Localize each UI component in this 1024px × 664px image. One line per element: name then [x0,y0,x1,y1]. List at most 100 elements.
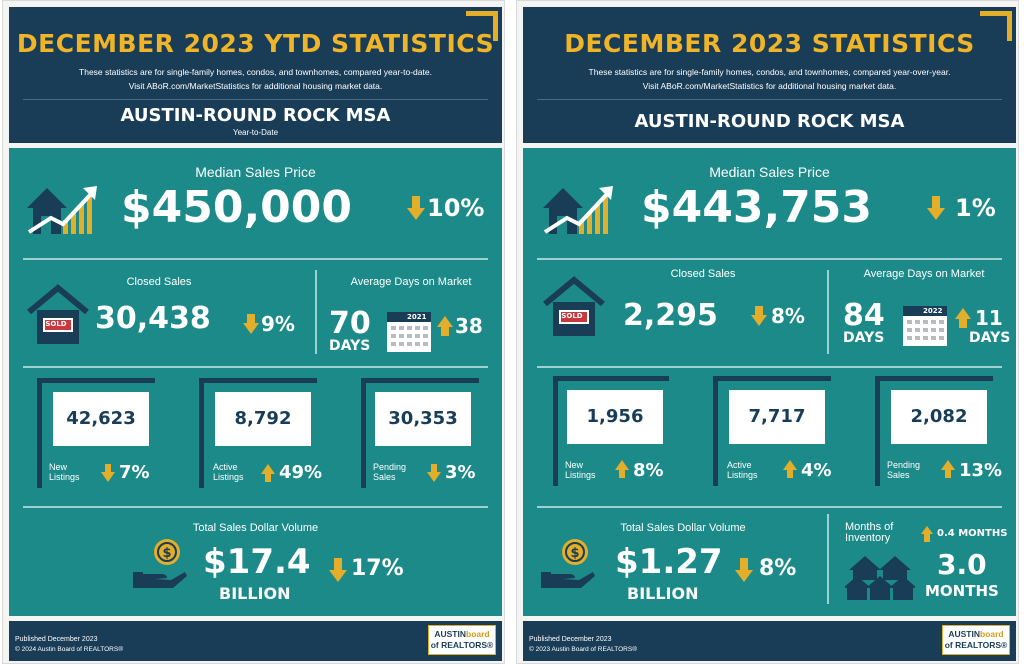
active-listings-label-line-1: Active [213,462,238,472]
sales-volume-label: Total Sales Dollar Volume [620,522,746,534]
sales-volume-change: 17% [351,556,404,581]
active-listings-label-line-1: Active [727,460,752,470]
pending-sales-label-line-1: Pending [887,460,921,470]
closed-sales-value: 2,295 [623,298,718,333]
pending-sales-value: 2,082 [891,390,987,444]
published-date: Published December 2023 [529,636,612,643]
footer: Published December 2023 © 2023 Austin Bo… [523,621,1016,661]
sign-beam [37,378,155,383]
months-inventory-unit: MONTHS [925,582,999,600]
stats-body: Median Sales Price $450,000 10% Closed S… [9,148,502,616]
svg-text:$: $ [162,546,171,561]
months-inventory-value: 3.0 [937,548,987,581]
pending-sales-label-line-2: Sales [373,472,396,482]
arrow-up-icon [921,526,933,542]
sales-volume-label: Total Sales Dollar Volume [192,522,319,534]
houses-icon [845,556,915,600]
sign-beam [875,376,993,381]
house-sold-icon [543,276,605,336]
pending-sales-change: 3% [445,462,476,483]
closed-sales-change: 8% [771,304,805,328]
arrow-down-icon [427,464,441,482]
logo-text-3: of REALTORS® [944,640,1008,650]
sign-post [553,376,558,486]
copyright: © 2024 Austin Board of REALTORS® [15,646,123,653]
median-price-change: 10% [427,194,485,222]
arrow-down-icon [329,558,347,582]
active-listings-value: 8,792 [215,392,311,446]
pending-sales-value: 30,353 [375,392,471,446]
months-inventory-change: 0.4 MONTHS [937,528,1008,539]
divider [827,514,829,604]
days-on-market-change: 11 [975,306,1003,330]
logo-text-1: AUSTIN [948,629,980,639]
footer: Published December 2023 © 2024 Austin Bo… [9,621,502,661]
stats-body: Median Sales Price $443,753 1% Closed Sa… [523,148,1016,616]
corner-accent [466,11,498,41]
active-listings-label-line-2: Listings [727,470,758,480]
new-listings-label-line-1: New [49,462,68,472]
description: These statistics are for single-family h… [523,65,1016,93]
arrow-up-icon [783,460,797,478]
logo-text-2: board [466,629,490,639]
divider [23,366,488,368]
days-on-market-label: Average Days on Market [863,268,985,280]
divider [537,366,1002,368]
median-price-label: Median Sales Price [709,164,830,180]
sign-post [713,376,718,486]
active-listings-change: 49% [279,462,323,483]
calendar-icon [387,312,431,352]
pending-sales-change: 13% [959,460,1003,481]
days-on-market-value: 84 [843,298,885,333]
pending-sales-label: Pending Sales [887,460,920,480]
new-listings-change: 7% [119,462,150,483]
new-listings-label-line-2: Listings [565,470,596,480]
money-hand-icon: $ [133,539,187,588]
arrow-up-icon [261,464,275,482]
house-sold-icon [27,284,89,344]
description: These statistics are for single-family h… [9,65,502,93]
arrow-down-icon [927,196,945,220]
new-listings-label-line-2: Listings [49,472,80,482]
months-inventory-label-line-2: Inventory [845,532,891,544]
active-listings-value: 7,717 [729,390,825,444]
description-line-2: Visit ABoR.com/MarketStatistics for addi… [128,81,383,91]
arrow-up-icon [955,308,971,328]
divider [537,99,1002,100]
closed-sales-label: Closed Sales [126,276,192,288]
active-listings-label-line-2: Listings [213,472,244,482]
arrow-down-icon [243,314,259,334]
divider [23,99,488,100]
divider [537,258,1002,260]
logo-text-3: of REALTORS® [430,640,494,650]
corner-accent [980,11,1012,41]
house-chart-icon [543,186,613,234]
closed-sales-change: 9% [261,312,295,336]
sales-volume-change: 8% [759,556,797,581]
arrow-up-icon [941,460,955,478]
logo-text-2: board [980,629,1004,639]
active-listings-label: Active Listings [727,460,758,480]
closed-sales-label: Closed Sales [670,268,736,280]
svg-text:$: $ [570,546,579,561]
days-on-market-change-unit: DAYS [969,330,1011,346]
money-hand-icon: $ [541,539,595,588]
sign-beam [553,376,669,381]
pending-sales-label: Pending Sales [373,462,406,482]
new-listings-label-line-1: New [565,460,584,470]
sales-volume-unit: BILLION [627,584,699,603]
calendar-year: 2022 [923,307,943,315]
arrow-down-icon [101,464,115,482]
msa-title: AUSTIN-ROUND ROCK MSA [634,111,905,132]
sign-post [199,378,204,488]
calendar-icon [903,306,947,346]
divider [827,270,829,354]
days-on-market-change: 38 [455,314,483,338]
sign-beam [713,376,831,381]
days-on-market-unit: DAYS [329,338,371,354]
days-on-market-value: 70 [329,306,371,341]
arrow-down-icon [735,558,753,582]
abor-logo: AUSTINboard of REALTORS® [428,625,496,655]
sales-volume-unit: BILLION [219,584,291,603]
msa-title: AUSTIN-ROUND ROCK MSA [120,105,391,126]
